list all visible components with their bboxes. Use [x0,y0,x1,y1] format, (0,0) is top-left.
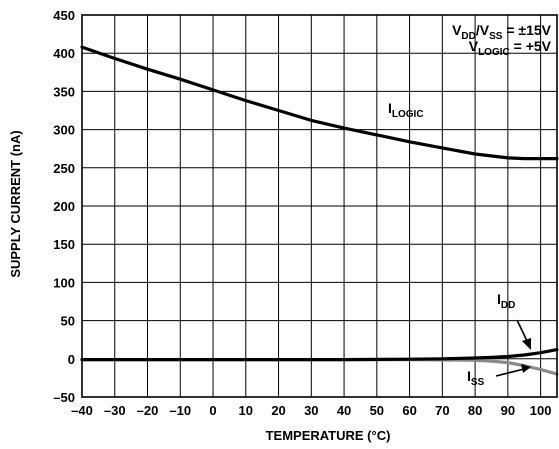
x-tick-label: 90 [501,403,515,418]
series-label-i-dd: IDD [497,291,515,311]
condition-supply-voltage: VDD/VSS = ±15V [452,22,552,42]
y-tick-label: 250 [53,161,75,176]
y-tick-label: 400 [53,46,75,61]
x-axis-title: TEMPERATURE (°C) [266,428,391,443]
i-dd-leader-arrow [516,319,531,350]
y-tick-label: 100 [53,275,75,290]
series-label-i-logic: ILOGIC [388,100,424,120]
series-line-dd [80,348,559,362]
x-tick-label: 30 [304,403,318,418]
grid [81,14,557,398]
x-tick-label: 60 [402,403,416,418]
x-tick-label: 70 [435,403,449,418]
y-tick-label: 350 [53,84,75,99]
series-line-ss [80,358,559,376]
y-tick-label: 200 [53,199,75,214]
x-tick-label: –30 [104,403,126,418]
plot-frame [81,14,558,398]
condition-logic-voltage: VLOGIC = +5V [469,38,552,58]
x-tick-label: 50 [370,403,384,418]
x-tick-label: 10 [239,403,253,418]
x-tick-label: 20 [271,403,285,418]
y-tick-label: –50 [53,390,75,405]
y-tick-label: 150 [53,237,75,252]
x-tick-label: 80 [468,403,482,418]
y-tick-labels: –50 0 50 100 150 200 250 300 350 400 450 [53,8,75,405]
i-ss-leader-arrow [495,364,531,377]
y-tick-label: 0 [68,352,75,367]
x-tick-label: –40 [71,403,93,418]
y-axis-title: SUPPLY CURRENT (nA) [8,130,23,277]
series-lines [80,45,559,376]
x-tick-label: –20 [137,403,159,418]
y-tick-label: 50 [61,314,75,329]
x-tick-label: 40 [337,403,351,418]
y-tick-label: 300 [53,123,75,138]
series-label-i-ss: ISS [467,368,485,388]
x-tick-label: 0 [209,403,216,418]
y-tick-label: 450 [53,8,75,23]
series-line-logic [80,45,559,161]
x-tick-labels: –40 –30 –20 –10 0 10 20 30 40 50 60 70 80 90 100 [71,403,551,418]
x-tick-label: –10 [169,403,191,418]
x-tick-label: 100 [530,403,552,418]
